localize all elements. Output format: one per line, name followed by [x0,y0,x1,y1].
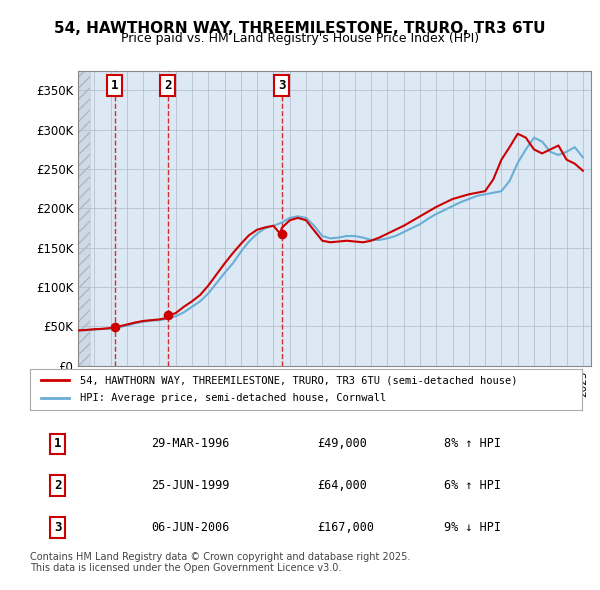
Text: 3: 3 [54,521,61,534]
Bar [78,71,90,366]
Text: 1: 1 [111,79,118,92]
Text: 1: 1 [54,437,61,450]
Text: 3: 3 [278,79,286,92]
Bar [78,71,90,366]
Text: £64,000: £64,000 [317,479,367,492]
Text: 2: 2 [54,479,61,492]
Text: Contains HM Land Registry data © Crown copyright and database right 2025.
This d: Contains HM Land Registry data © Crown c… [30,552,410,573]
Text: Price paid vs. HM Land Registry's House Price Index (HPI): Price paid vs. HM Land Registry's House … [121,32,479,45]
Text: 54, HAWTHORN WAY, THREEMILESTONE, TRURO, TR3 6TU: 54, HAWTHORN WAY, THREEMILESTONE, TRURO,… [54,21,546,35]
Text: HPI: Average price, semi-detached house, Cornwall: HPI: Average price, semi-detached house,… [80,394,386,404]
Text: £167,000: £167,000 [317,521,374,534]
Text: 2: 2 [164,79,172,92]
Text: 54, HAWTHORN WAY, THREEMILESTONE, TRURO, TR3 6TU (semi-detached house): 54, HAWTHORN WAY, THREEMILESTONE, TRURO,… [80,375,517,385]
Text: 8% ↑ HPI: 8% ↑ HPI [444,437,501,450]
Text: 9% ↓ HPI: 9% ↓ HPI [444,521,501,534]
Text: £49,000: £49,000 [317,437,367,450]
Text: 25-JUN-1999: 25-JUN-1999 [151,479,230,492]
Text: 6% ↑ HPI: 6% ↑ HPI [444,479,501,492]
Text: 29-MAR-1996: 29-MAR-1996 [151,437,230,450]
Text: 06-JUN-2006: 06-JUN-2006 [151,521,230,534]
